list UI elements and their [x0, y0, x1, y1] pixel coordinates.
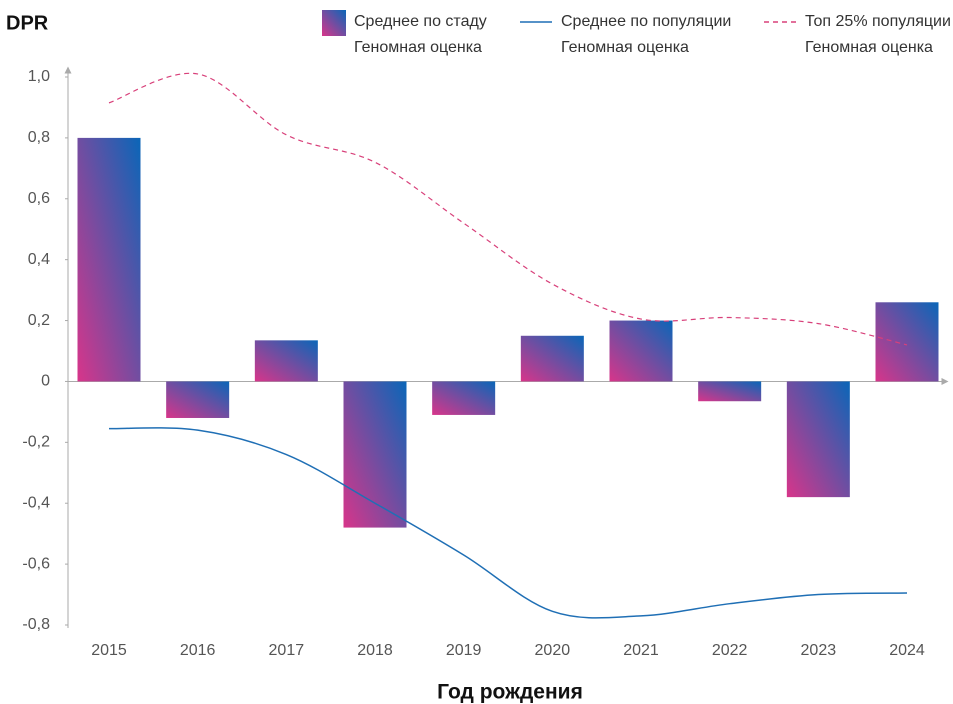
- y-tick-label: 0,4: [28, 251, 50, 268]
- y-tick-label: 0,2: [28, 312, 50, 329]
- bar: [432, 381, 496, 415]
- bar: [77, 137, 141, 382]
- bar: [166, 381, 230, 418]
- bar: [875, 302, 939, 382]
- bar: [343, 381, 407, 528]
- bar: [609, 320, 673, 382]
- bar: [254, 340, 318, 382]
- legend-label: Среднее по популяции Геномная оценка: [561, 13, 732, 56]
- y-tick-label: 0: [41, 373, 50, 390]
- y-tick-label: -0,8: [22, 616, 50, 633]
- x-tick-label: 2021: [623, 642, 659, 659]
- x-tick-label: 2019: [446, 642, 482, 659]
- y-tick-label: 0,6: [28, 190, 50, 207]
- x-tick-label: 2017: [269, 642, 305, 659]
- x-axis-title: Год рождения: [437, 681, 583, 704]
- y-tick-label: -0,6: [22, 555, 50, 572]
- line-series: [108, 427, 908, 619]
- y-tick-label: 0,8: [28, 129, 50, 146]
- bar: [786, 381, 850, 498]
- line-series: [108, 72, 908, 346]
- legend-label: Топ 25% популяции Геномная оценка: [805, 13, 951, 56]
- x-tick-label: 2016: [180, 642, 216, 659]
- y-tick-label: -0,4: [22, 494, 50, 511]
- x-tick-label: 2022: [712, 642, 748, 659]
- y-axis-title: DPR: [6, 12, 49, 34]
- bar: [520, 335, 584, 382]
- x-tick-label: 2018: [357, 642, 393, 659]
- bar: [698, 381, 762, 402]
- x-tick-label: 2015: [91, 642, 127, 659]
- y-tick-label: -0,2: [22, 434, 50, 451]
- legend-label: Среднее по стаду Геномная оценка: [354, 13, 487, 56]
- y-tick-label: 1,0: [28, 68, 50, 85]
- x-tick-label: 2024: [889, 642, 925, 659]
- x-tick-label: 2020: [535, 642, 571, 659]
- legend-swatch: [322, 10, 346, 36]
- x-tick-label: 2023: [801, 642, 837, 659]
